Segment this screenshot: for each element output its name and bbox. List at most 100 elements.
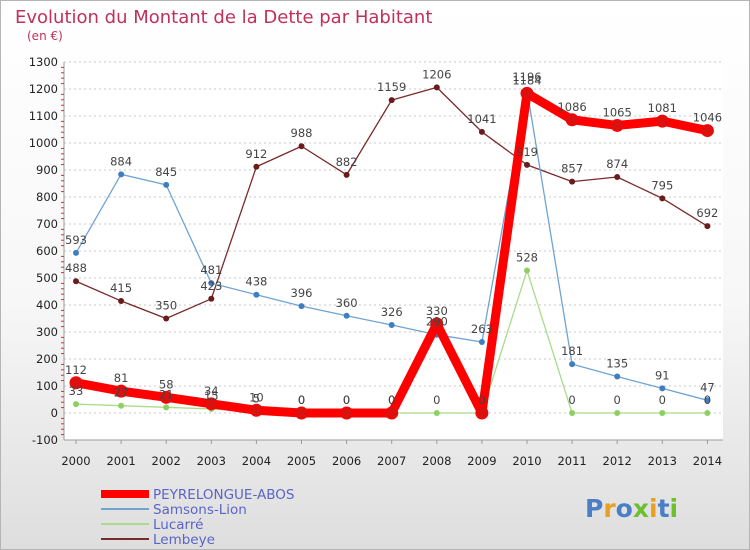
data-label: 15: [204, 389, 219, 403]
x-tick-label: 2010: [512, 454, 541, 468]
data-label: 0: [343, 393, 350, 407]
data-labels: 488 415 350 423 912 988 882 1159 1206 1041 919 857 8…: [65, 67, 722, 407]
data-point: [475, 406, 489, 420]
data-label: 34: [204, 384, 219, 398]
y-tick-label: 400: [36, 298, 58, 312]
data-label: 91: [655, 368, 670, 382]
data-label: 27: [114, 386, 129, 400]
data-label: 1159: [377, 80, 406, 94]
legend-label: Lembeye: [153, 532, 215, 548]
legend: PEYRELONGUE-ABOSSamsons-LionLucarréLembe…: [101, 487, 295, 548]
data-point: [249, 403, 263, 417]
data-point: [478, 128, 485, 135]
data-point: [565, 113, 579, 127]
data-label: 33: [69, 384, 84, 398]
data-point: [433, 410, 440, 416]
chart-title: Evolution du Montant de la Dette par Hab…: [15, 7, 432, 28]
data-point: [69, 376, 83, 390]
data-label: 528: [516, 250, 538, 264]
axes: [61, 62, 723, 444]
data-label: 0: [343, 393, 350, 407]
data-point: [569, 361, 576, 368]
data-point: [614, 410, 621, 416]
data-point: [614, 373, 621, 380]
data-point: [73, 401, 79, 408]
legend-label: PEYRELONGUE-ABOS: [153, 487, 295, 503]
data-label: 415: [110, 281, 132, 295]
x-tick-label: 2000: [61, 454, 90, 468]
y-tick-label: 600: [36, 244, 58, 258]
data-point: [118, 402, 125, 409]
series-lines: [69, 84, 714, 420]
y-tick-label: 900: [36, 163, 58, 177]
data-label: 112: [65, 363, 87, 377]
data-point: [704, 223, 711, 230]
x-tick-label: 2005: [287, 454, 316, 468]
x-tick-label: 2003: [197, 454, 226, 468]
data-point: [388, 97, 395, 104]
data-label: 0: [298, 393, 305, 407]
legend-label: Lucarré: [153, 517, 203, 533]
data-point: [118, 171, 125, 178]
data-point: [430, 317, 444, 331]
data-label: 58: [159, 377, 174, 391]
data-point: [704, 397, 711, 404]
data-point: [118, 297, 125, 304]
data-point: [610, 118, 624, 132]
x-tick-label: 2013: [648, 454, 677, 468]
y-tick-label: 1000: [29, 136, 58, 150]
data-label: 326: [381, 305, 403, 319]
data-point: [388, 321, 395, 328]
data-label: 857: [561, 162, 583, 176]
data-point: [208, 295, 215, 302]
data-label: 874: [606, 157, 628, 171]
y-tick-label: 800: [36, 190, 58, 204]
data-point: [343, 312, 350, 319]
data-label: 181: [561, 344, 583, 358]
x-tick-label: 2007: [377, 454, 406, 468]
data-label: 423: [200, 279, 222, 293]
data-label: 882: [336, 155, 358, 169]
data-label: 350: [155, 299, 177, 313]
data-label: 0: [704, 393, 711, 407]
data-label: 330: [426, 304, 448, 318]
y-tick-label: 0: [51, 406, 58, 420]
data-label: 692: [696, 206, 718, 220]
data-point: [478, 338, 485, 345]
data-point: [524, 161, 530, 168]
y-tick-label: 1100: [29, 109, 58, 123]
data-label: 21: [159, 387, 174, 401]
y-tick-label: 1300: [29, 55, 58, 69]
data-label: 47: [700, 380, 715, 394]
data-label: 1065: [603, 105, 632, 119]
y-tick-label: -100: [32, 433, 58, 447]
data-point: [163, 404, 170, 411]
data-label: 1081: [648, 101, 677, 115]
x-tick-label: 2009: [467, 454, 496, 468]
data-point: [295, 406, 308, 420]
data-point: [204, 397, 218, 411]
data-label: 593: [65, 233, 87, 247]
data-label: 0: [568, 393, 575, 407]
data-point: [163, 315, 170, 322]
data-label: 1041: [467, 112, 496, 126]
data-label: 919: [516, 145, 538, 159]
data-label: 1086: [557, 100, 586, 114]
data-label: 0: [298, 393, 305, 407]
data-label: 0: [388, 393, 395, 407]
y-tick-labels: -100 0 100 200 300 400 500 600 700 800 900 1000 1100…: [29, 55, 58, 447]
data-point: [208, 280, 215, 287]
data-point: [659, 410, 666, 416]
chart-subtitle: (en €): [27, 29, 63, 43]
data-label: 360: [336, 296, 358, 310]
y-tick-label: 1200: [29, 82, 58, 96]
data-label: 1206: [422, 67, 451, 81]
data-label: 1184: [512, 73, 541, 87]
data-label: 0: [433, 393, 440, 407]
data-point: [253, 163, 260, 170]
data-label: 438: [245, 275, 267, 289]
data-label: 488: [65, 261, 87, 275]
data-point: [524, 267, 530, 274]
data-point: [340, 406, 354, 420]
